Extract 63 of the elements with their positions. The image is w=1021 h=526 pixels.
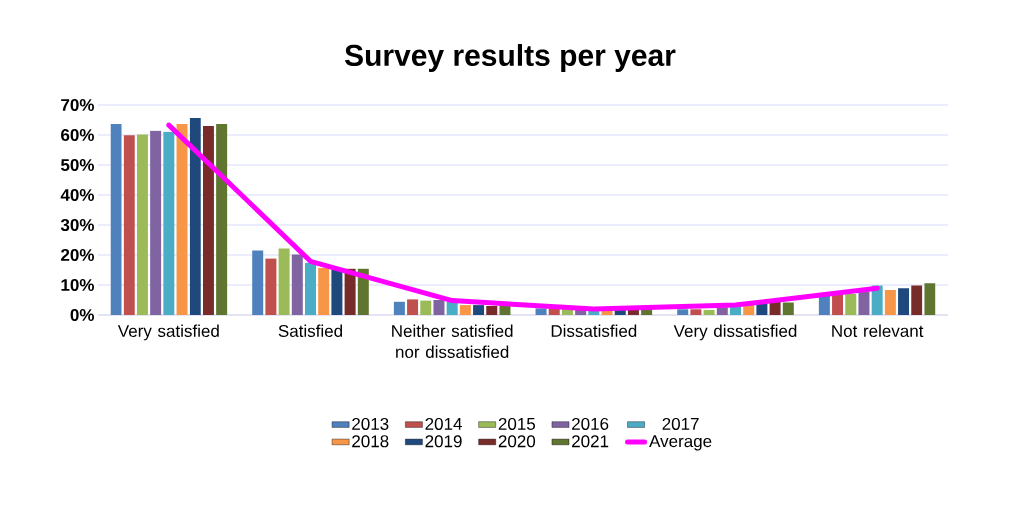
x-tick-label: Very dissatisfied bbox=[673, 324, 797, 341]
legend-label: 2017 bbox=[662, 417, 699, 430]
bar bbox=[845, 293, 857, 315]
bar bbox=[252, 250, 264, 315]
legend-label: 2020 bbox=[498, 435, 536, 448]
bar bbox=[473, 305, 485, 315]
bar bbox=[318, 267, 330, 315]
x-tick-label: Dissatisfied bbox=[551, 324, 637, 338]
bar bbox=[782, 302, 794, 315]
legend-label: 2013 bbox=[352, 417, 389, 430]
bar bbox=[677, 309, 689, 315]
bar bbox=[265, 258, 277, 315]
bar bbox=[486, 305, 498, 315]
chart-title: Survey results per year bbox=[344, 44, 676, 72]
bar bbox=[459, 305, 471, 315]
y-tick-label: 70% bbox=[61, 98, 95, 112]
bar bbox=[924, 283, 936, 315]
bar bbox=[858, 291, 870, 315]
bar bbox=[216, 123, 228, 315]
x-tick-label: Very satisfied bbox=[117, 324, 219, 341]
bar bbox=[331, 269, 343, 315]
bar bbox=[898, 288, 910, 315]
legend-label: 2016 bbox=[572, 417, 609, 430]
bar bbox=[420, 300, 432, 315]
y-tick-label: 30% bbox=[60, 218, 95, 232]
bar bbox=[176, 123, 188, 315]
bar bbox=[291, 254, 303, 315]
bar bbox=[202, 126, 214, 315]
bar bbox=[407, 299, 419, 315]
bar bbox=[911, 285, 923, 315]
bar bbox=[150, 130, 162, 315]
y-tick-label: 10% bbox=[61, 278, 95, 292]
legend-label: 2015 bbox=[498, 417, 536, 430]
x-tick-label: Satisfied bbox=[278, 324, 342, 338]
bar bbox=[832, 294, 844, 315]
bar bbox=[136, 134, 148, 315]
y-tick-label: 40% bbox=[60, 188, 95, 202]
bar bbox=[548, 308, 560, 315]
x-tick-label: Not relevant bbox=[832, 324, 924, 338]
y-tick-label: 60% bbox=[61, 128, 95, 142]
bar bbox=[433, 299, 445, 315]
x-tick-label: Neither satisfied nor dissatisfied bbox=[392, 324, 513, 359]
legend-label: 2019 bbox=[425, 435, 462, 448]
legend-label: 2014 bbox=[425, 417, 462, 430]
bar bbox=[305, 262, 316, 315]
y-tick-label: 20% bbox=[61, 248, 95, 262]
bar bbox=[703, 309, 715, 315]
bar bbox=[189, 117, 201, 315]
bar bbox=[884, 290, 896, 315]
y-tick-label: 50% bbox=[60, 158, 95, 172]
bar bbox=[769, 301, 781, 315]
legend-label: 2018 bbox=[352, 435, 389, 448]
bar bbox=[535, 308, 547, 315]
y-tick-label: 0% bbox=[70, 308, 95, 322]
legend-label: 2021 bbox=[572, 435, 609, 448]
bar bbox=[393, 301, 405, 315]
bar bbox=[123, 135, 135, 315]
bar bbox=[163, 131, 175, 315]
bar bbox=[278, 248, 290, 315]
bar bbox=[499, 305, 511, 315]
legend-label: Average bbox=[649, 435, 712, 451]
bar bbox=[690, 309, 702, 315]
bar bbox=[110, 123, 122, 315]
